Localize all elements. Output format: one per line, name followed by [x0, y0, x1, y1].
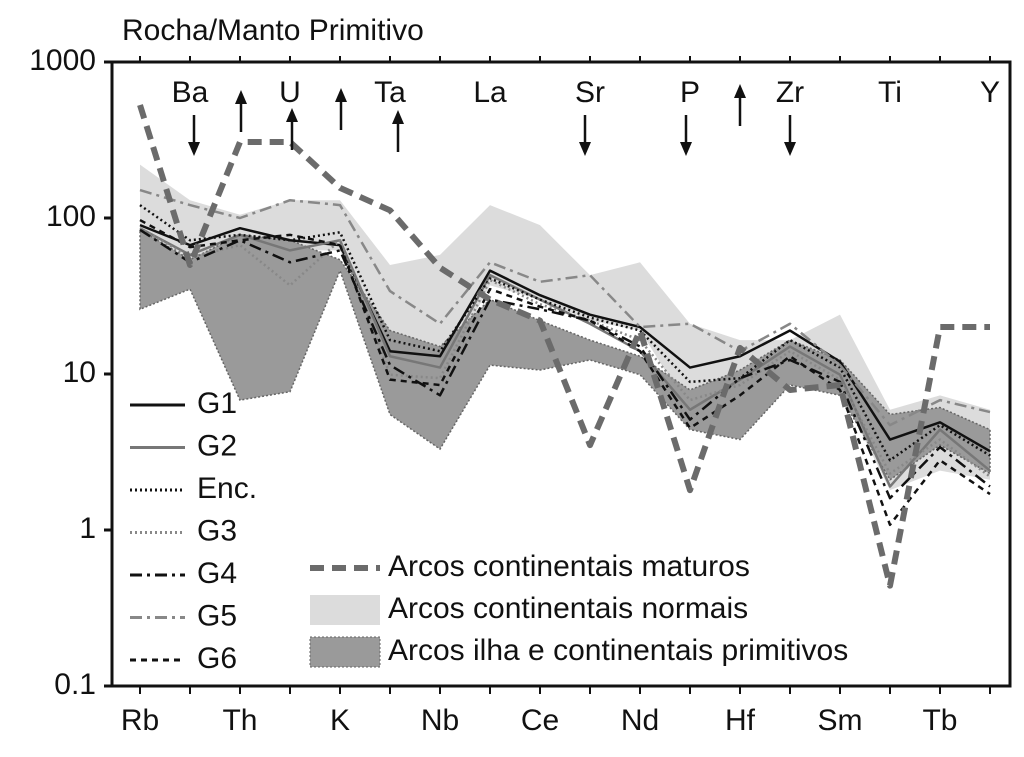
category-label: Sr [575, 76, 605, 109]
legend-label: Arcos continentais maturos [388, 550, 750, 583]
category-label: La [473, 76, 507, 109]
y-tick-label: 1 [79, 512, 96, 545]
category-label: Tb [922, 704, 957, 737]
legend-label: G4 [197, 557, 237, 590]
series-line [137, 104, 990, 589]
bands [139, 164, 991, 491]
category-label: Nd [621, 704, 659, 737]
legend-swatch [310, 595, 380, 625]
legend-label: G2 [197, 429, 237, 462]
lines [137, 104, 991, 589]
band [139, 228, 991, 481]
legend-label: G5 [197, 599, 237, 632]
series-line [139, 223, 991, 453]
legend-label: Enc. [197, 472, 257, 505]
category-label: Zr [776, 76, 804, 109]
y-axis-title: Rocha/Manto Primitivo [122, 14, 424, 47]
category-label: U [279, 76, 301, 109]
legend-label: G6 [197, 642, 237, 675]
series-line [139, 228, 991, 500]
category-label: Y [980, 76, 1000, 109]
arrows [188, 84, 796, 156]
legend-swatch [309, 636, 381, 668]
category-label: P [680, 76, 700, 109]
y-tick-label: 1000 [29, 44, 96, 77]
category-label: Hf [725, 704, 756, 737]
legend-label: G3 [197, 514, 237, 547]
series-line [139, 218, 991, 527]
category-label: Ce [521, 704, 559, 737]
band [140, 164, 990, 491]
legend-label: G1 [197, 387, 237, 420]
y-tick-label: 0.1 [54, 668, 96, 701]
category-label: Rb [121, 704, 159, 737]
category-label: Th [222, 704, 257, 737]
y-tick-label: 10 [63, 356, 96, 389]
legend-label: Arcos ilha e continentais primitivos [388, 634, 848, 667]
category-label: Ti [878, 76, 902, 109]
category-label: Ba [172, 76, 209, 109]
series-line [139, 227, 991, 478]
legend-label: Arcos continentais normais [388, 592, 748, 625]
category-label: Ta [374, 76, 406, 109]
series-line [139, 204, 991, 462]
category-label: K [330, 704, 350, 737]
y-tick-label: 100 [46, 200, 96, 233]
category-label: Nb [421, 704, 459, 737]
category-label: Sm [818, 704, 863, 737]
